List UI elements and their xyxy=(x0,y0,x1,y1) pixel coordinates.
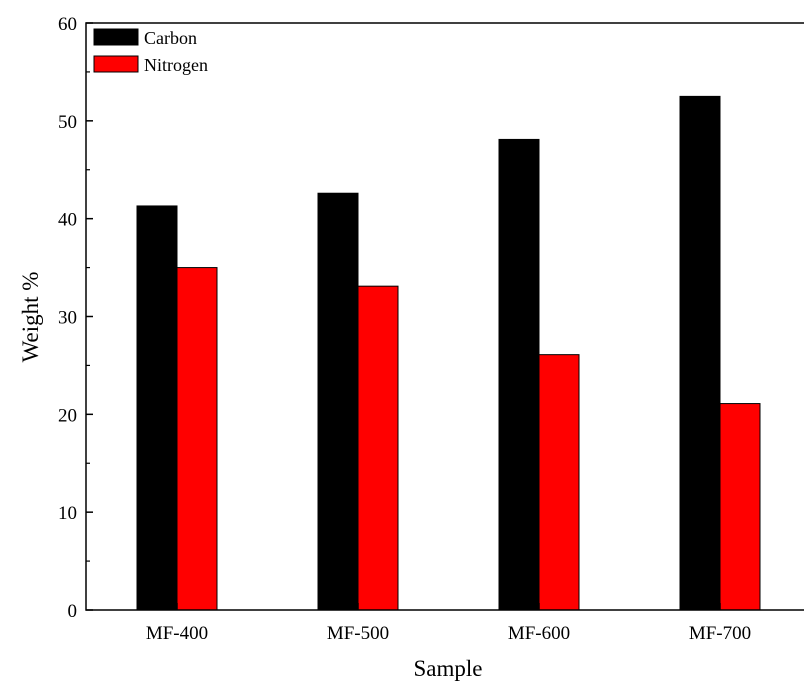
bar-nitrogen-mf-600 xyxy=(538,354,580,611)
bar-nitrogen-mf-700 xyxy=(719,403,761,611)
y-tick-label-30: 30 xyxy=(58,308,77,329)
x-tick-label-mf-600: MF-600 xyxy=(508,623,570,644)
y-tick-label-50: 50 xyxy=(58,112,77,133)
bar-carbon-mf-400 xyxy=(136,205,178,611)
plot-frame xyxy=(85,22,804,611)
y-tick-label-40: 40 xyxy=(58,210,77,231)
x-tick-label-mf-400: MF-400 xyxy=(146,623,208,644)
legend-swatch-carbon xyxy=(93,28,139,46)
x-tick-label-mf-500: MF-500 xyxy=(327,623,389,644)
x-tick-label-mf-700: MF-700 xyxy=(689,623,751,644)
x-axis: MF-400 MF-500 MF-600 MF-700 xyxy=(146,603,751,644)
y-tick-label-60: 60 xyxy=(58,14,77,35)
y-tick-label-20: 20 xyxy=(58,405,77,426)
bar-carbon-mf-700 xyxy=(679,95,721,611)
y-tick-label-0: 0 xyxy=(68,601,78,622)
legend: Carbon Nitrogen xyxy=(93,28,208,75)
bars-layer xyxy=(136,95,761,611)
bar-nitrogen-mf-500 xyxy=(357,285,399,611)
y-axis: 0 10 20 30 40 50 60 xyxy=(58,14,93,622)
legend-label-carbon: Carbon xyxy=(144,28,197,48)
legend-label-nitrogen: Nitrogen xyxy=(144,55,208,75)
legend-swatch-nitrogen xyxy=(93,55,139,73)
y-axis-title: Weight % xyxy=(18,272,43,363)
bar-nitrogen-mf-400 xyxy=(176,267,218,611)
y-tick-label-10: 10 xyxy=(58,503,77,524)
bar-carbon-mf-500 xyxy=(317,192,359,611)
x-axis-title: Sample xyxy=(414,656,483,681)
bar-carbon-mf-600 xyxy=(498,138,540,611)
